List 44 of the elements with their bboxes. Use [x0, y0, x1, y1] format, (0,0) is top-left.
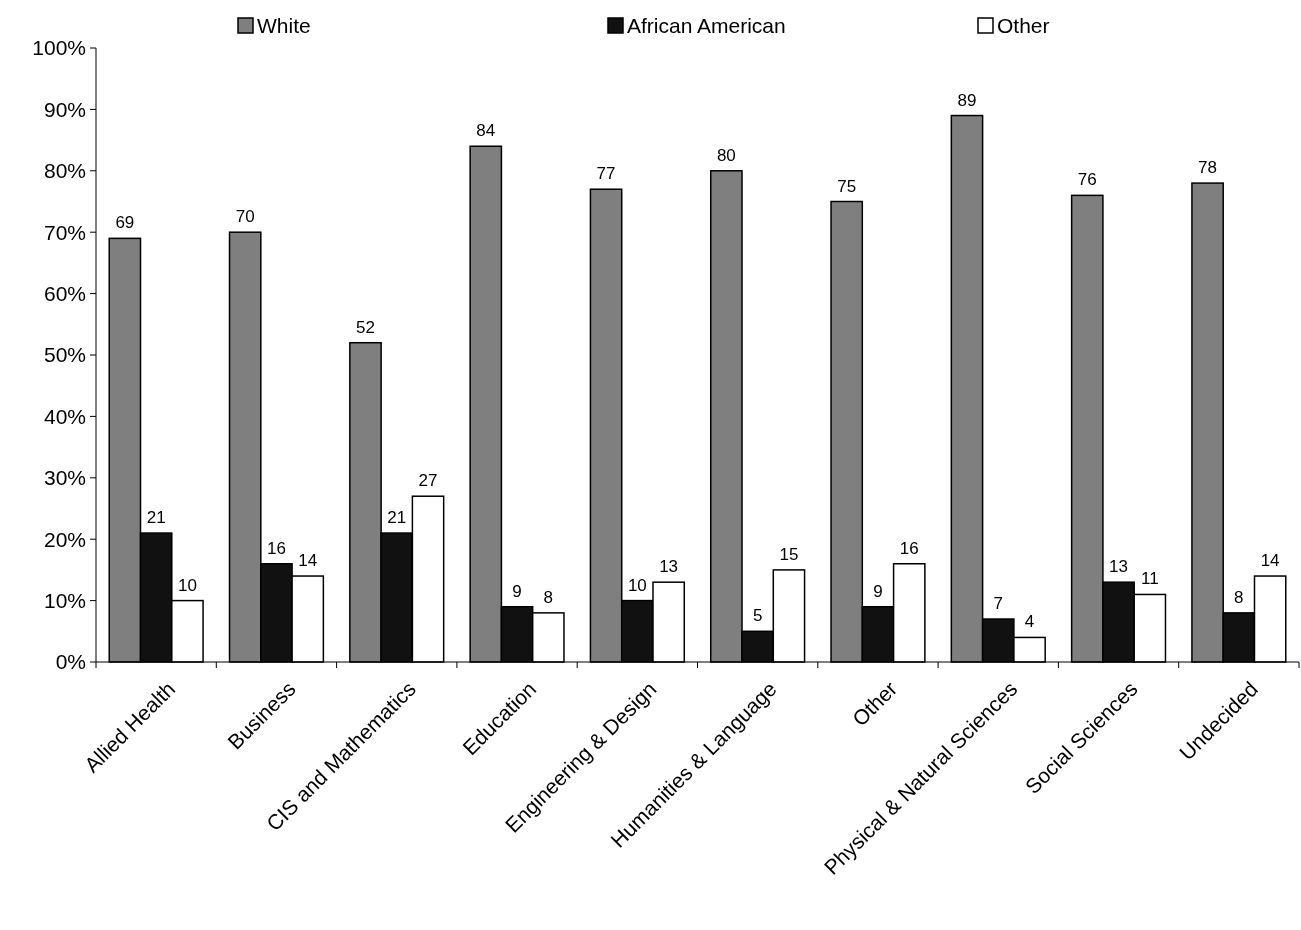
- data-label: 8: [543, 587, 554, 607]
- data-label: 76: [1077, 170, 1097, 190]
- legend-label: Other: [997, 14, 1050, 38]
- legend-label: African American: [627, 14, 786, 38]
- data-label: 78: [1198, 158, 1218, 178]
- data-label: 75: [837, 176, 857, 196]
- data-label: 10: [627, 575, 647, 595]
- y-tick-label: 10%: [43, 588, 86, 612]
- data-label: 9: [512, 581, 522, 601]
- data-label: 5: [752, 606, 763, 626]
- data-label: 27: [418, 471, 438, 491]
- data-label: 77: [596, 164, 616, 184]
- data-label: 14: [298, 551, 318, 571]
- y-tick-label: 70%: [43, 220, 86, 244]
- y-tick-label: 30%: [43, 466, 86, 490]
- data-label: 10: [177, 575, 197, 595]
- data-label: 11: [1141, 569, 1159, 589]
- data-label: 4: [1024, 612, 1035, 632]
- data-label: 13: [1109, 557, 1129, 577]
- data-label: 89: [957, 90, 977, 110]
- data-label: 8: [1234, 587, 1244, 607]
- data-label: 21: [387, 508, 407, 528]
- data-label: 15: [779, 544, 799, 564]
- data-label: 84: [476, 121, 496, 141]
- y-tick-label: 90%: [43, 97, 86, 121]
- y-tick-label: 50%: [43, 343, 86, 367]
- y-tick-label: 20%: [43, 527, 86, 551]
- data-label: 80: [716, 145, 736, 165]
- y-tick-label: 80%: [43, 159, 86, 183]
- data-label: 14: [1260, 551, 1280, 571]
- y-tick-label: 100%: [32, 36, 86, 60]
- data-label: 21: [146, 508, 166, 528]
- legend-label: White: [257, 14, 311, 38]
- data-label: 69: [115, 213, 135, 233]
- y-tick-label: 60%: [43, 281, 86, 305]
- data-label: 70: [235, 207, 255, 227]
- data-label: 52: [356, 317, 375, 337]
- data-label: 16: [266, 538, 286, 558]
- data-label: 13: [659, 557, 679, 577]
- y-tick-label: 40%: [43, 404, 86, 428]
- y-tick-label: 0%: [55, 650, 86, 674]
- data-label: 7: [993, 594, 1003, 614]
- data-label: 9: [873, 581, 883, 601]
- data-label: 16: [899, 538, 919, 558]
